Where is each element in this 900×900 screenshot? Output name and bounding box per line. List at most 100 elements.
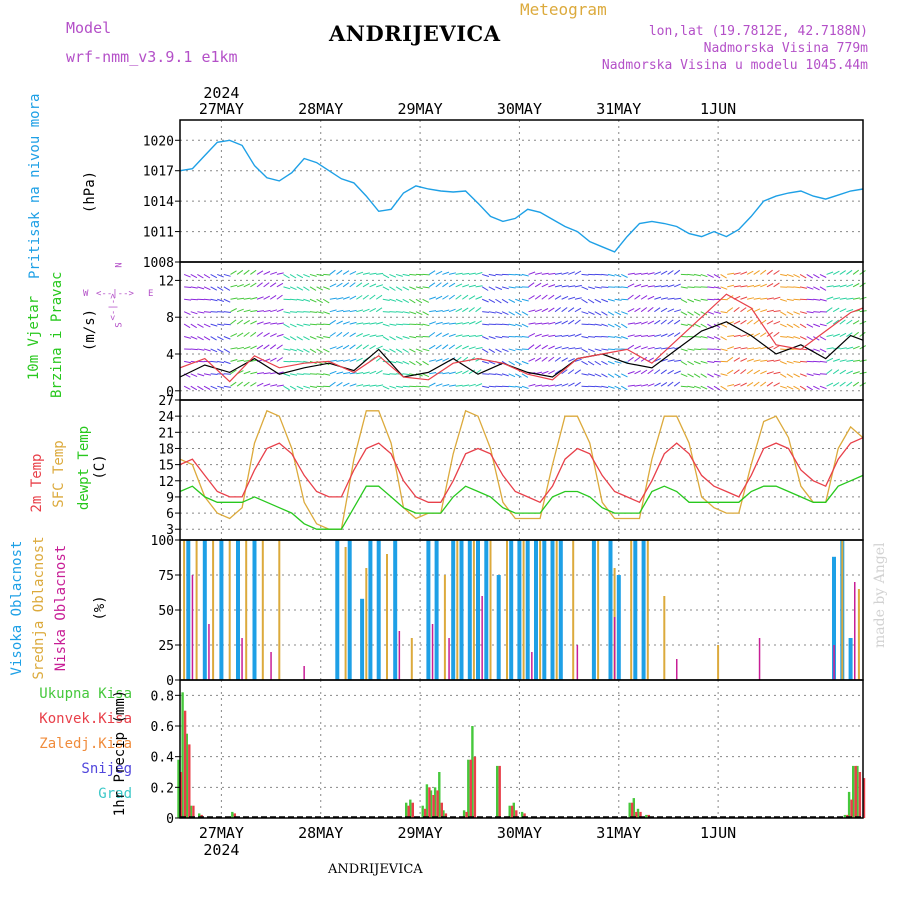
wind-arrow — [336, 269, 343, 275]
wind-arrow — [349, 295, 357, 300]
wind-arrow — [720, 323, 728, 328]
mid-cloud-bar — [646, 540, 649, 680]
wind-arrow — [250, 269, 257, 275]
wind-arrow — [203, 348, 211, 352]
wind-arrow — [554, 335, 562, 338]
conv-precip-bar — [515, 810, 518, 818]
wind-arrow — [594, 323, 602, 326]
wind-arrow — [230, 381, 237, 387]
wind-arrow — [322, 348, 330, 353]
wind-arrow — [568, 285, 576, 288]
wind-arrow — [760, 269, 767, 275]
wind-arrow — [429, 321, 436, 325]
wind-arrow — [753, 297, 761, 300]
wind-arrow — [508, 286, 516, 289]
wind-arrow — [548, 334, 556, 338]
wind-arrow — [607, 311, 615, 316]
wind-arrow — [369, 322, 377, 325]
wind-arrow — [846, 381, 853, 387]
wind-arrow — [243, 297, 251, 300]
total-precip-bar — [442, 810, 445, 818]
wind-arrow — [548, 307, 555, 313]
wind-arrow — [455, 283, 463, 288]
wind-arrow — [534, 333, 542, 337]
conv-precip-bar — [179, 772, 183, 818]
wind-arrow — [336, 282, 343, 288]
wind-arrow — [415, 298, 423, 304]
wind-arrow — [528, 357, 536, 362]
wind-arrow — [534, 344, 542, 350]
wind-arrow — [819, 336, 827, 341]
wind-arrow — [309, 286, 317, 291]
wind-arrow — [634, 294, 641, 300]
wind-arrow — [673, 269, 681, 275]
wind-arrow — [349, 372, 357, 375]
wind-arrow — [217, 298, 225, 302]
high-cloud-bar — [202, 540, 207, 680]
wind-arrow — [766, 283, 774, 288]
wind-arrow — [442, 384, 450, 387]
wind-arrow — [508, 298, 516, 303]
conv-precip-bar — [639, 811, 642, 818]
panel-frame — [179, 261, 864, 401]
wind-arrow — [223, 360, 231, 365]
wind-arrow — [568, 296, 576, 300]
wind-arrow — [481, 348, 489, 354]
wind-arrow — [237, 346, 245, 350]
wind-arrow — [733, 357, 741, 362]
wind-arrow — [839, 284, 847, 288]
wind-arrow — [429, 372, 437, 375]
wind-arrow — [409, 348, 416, 353]
wind-arrow — [243, 346, 251, 350]
wind-arrow — [773, 282, 780, 288]
total-precip-bar — [462, 810, 466, 818]
wind-arrow — [832, 307, 840, 313]
wind-arrow — [389, 360, 397, 364]
wind-arrow — [462, 272, 470, 275]
mid-cloud-bar — [663, 596, 666, 680]
wind-arrow — [720, 373, 728, 376]
wind-arrow — [806, 385, 813, 391]
wind-arrow — [760, 297, 768, 300]
wind-arrow — [846, 309, 854, 313]
footer-station: ANDRIJEVICA — [328, 862, 423, 877]
wind-arrow — [495, 373, 503, 376]
wind-arrow — [270, 309, 278, 313]
wind-arrow — [362, 282, 370, 288]
wind-arrow — [667, 369, 674, 375]
wind-gust-line — [179, 293, 864, 383]
bottom-year-label: 2024 — [203, 841, 239, 859]
y-tick-label: 27 — [158, 394, 174, 409]
wind-arrow — [846, 319, 853, 325]
wind-arrow — [428, 344, 436, 350]
y-tick-label: 1014 — [143, 195, 174, 210]
wind-arrow — [541, 283, 549, 288]
wind-arrow — [607, 373, 615, 378]
wind-arrow — [508, 311, 516, 316]
wind-arrow — [415, 360, 423, 366]
wind-arrow — [601, 348, 609, 351]
wind-arrow — [680, 311, 688, 316]
wind-arrow — [455, 370, 463, 375]
conv-precip-bar — [432, 795, 435, 818]
wind-arrow — [779, 373, 787, 378]
wind-arrow — [561, 357, 568, 362]
wind-arrow — [832, 369, 840, 375]
wind-speed-line — [179, 321, 864, 378]
wind-arrow — [826, 382, 834, 387]
y-tick-label: 12 — [158, 274, 174, 289]
wind-arrow — [561, 285, 569, 288]
wind-arrow — [488, 373, 496, 375]
wind-arrow — [468, 321, 476, 325]
top-date-label: 1JUN — [700, 100, 736, 118]
wind-arrow — [409, 273, 417, 276]
wind-arrow — [627, 322, 635, 325]
wind-arrow — [534, 282, 542, 288]
wind-arrow — [713, 373, 721, 377]
wind-arrow — [362, 272, 370, 275]
wind-arrow — [614, 360, 622, 364]
wind-arrow — [640, 321, 648, 325]
wind-arrow — [680, 348, 688, 352]
wind-arrow — [237, 359, 245, 362]
wind-arrow — [442, 271, 450, 275]
